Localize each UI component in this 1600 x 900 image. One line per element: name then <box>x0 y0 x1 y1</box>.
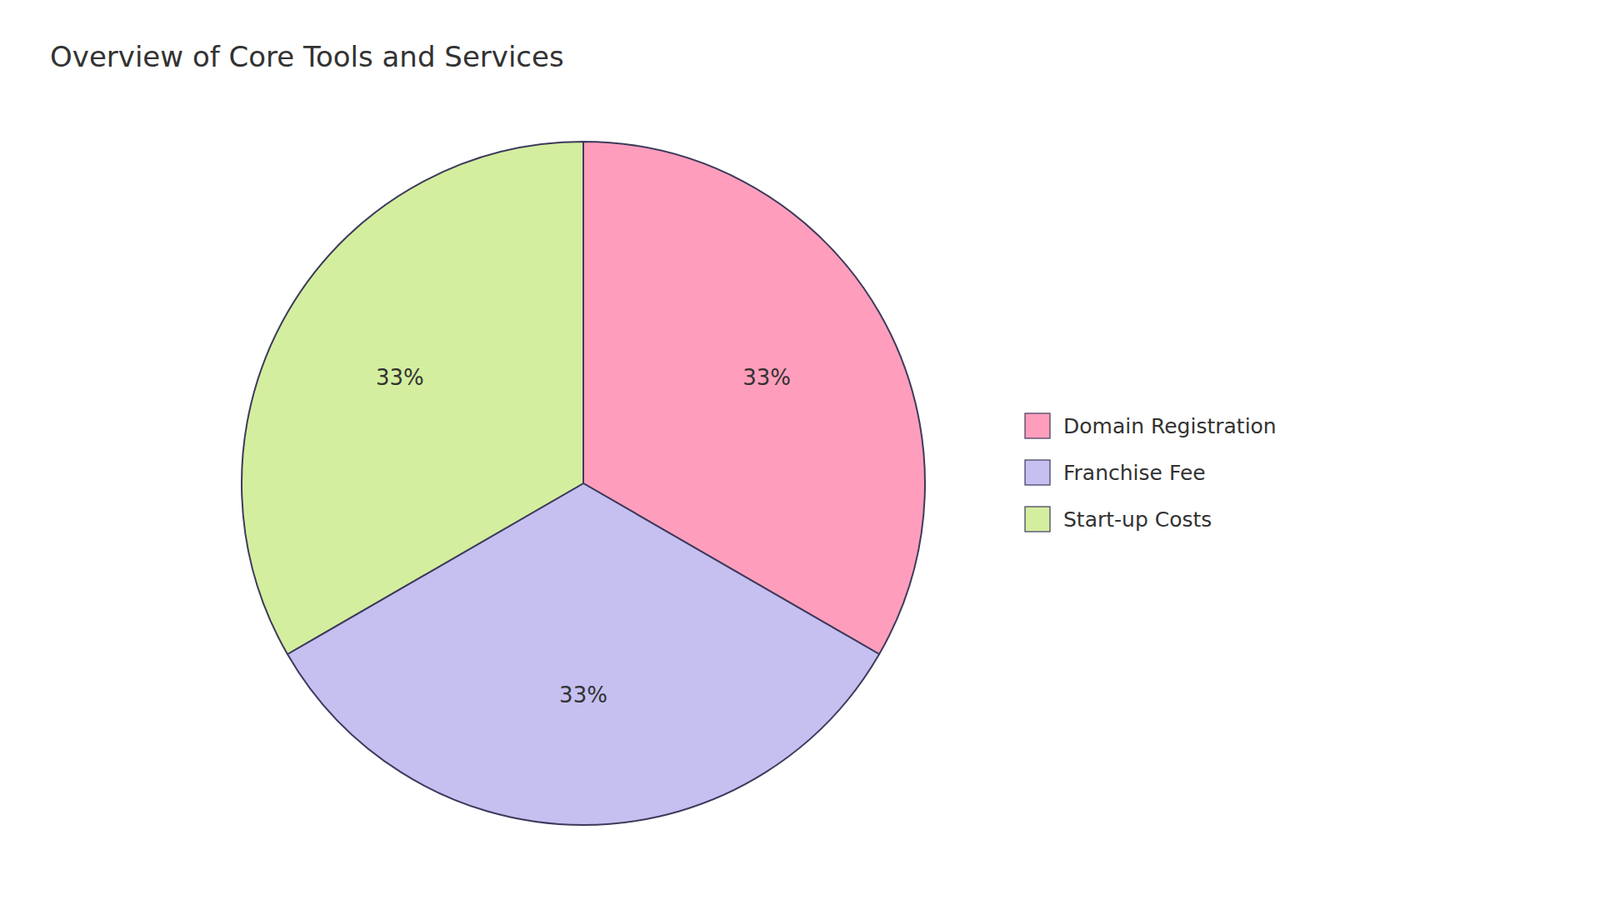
pie-labels: 33% 33% 33% <box>375 365 791 708</box>
chart-title: Overview of Core Tools and Services <box>50 40 565 74</box>
legend: Domain Registration Franchise Fee Start-up… <box>1025 413 1277 532</box>
pie-slices <box>241 141 925 825</box>
pie-slice <box>241 141 584 655</box>
data-label: 33% <box>742 365 791 390</box>
chart-svg: Overview of Core Tools and Services33%33… <box>0 0 1600 900</box>
data-label: 33% <box>559 682 608 708</box>
legend-label: Franchise Fee <box>1063 460 1206 485</box>
legend-swatch <box>1025 460 1050 485</box>
legend-swatch <box>1025 506 1050 532</box>
legend-label: Start-up Costs <box>1063 507 1212 532</box>
data-label: 33% <box>375 365 425 390</box>
legend-swatch <box>1025 413 1050 439</box>
chart-container: Overview of Core Tools and Services33%33… <box>0 0 1600 900</box>
legend-label: Domain Registration <box>1063 414 1277 439</box>
